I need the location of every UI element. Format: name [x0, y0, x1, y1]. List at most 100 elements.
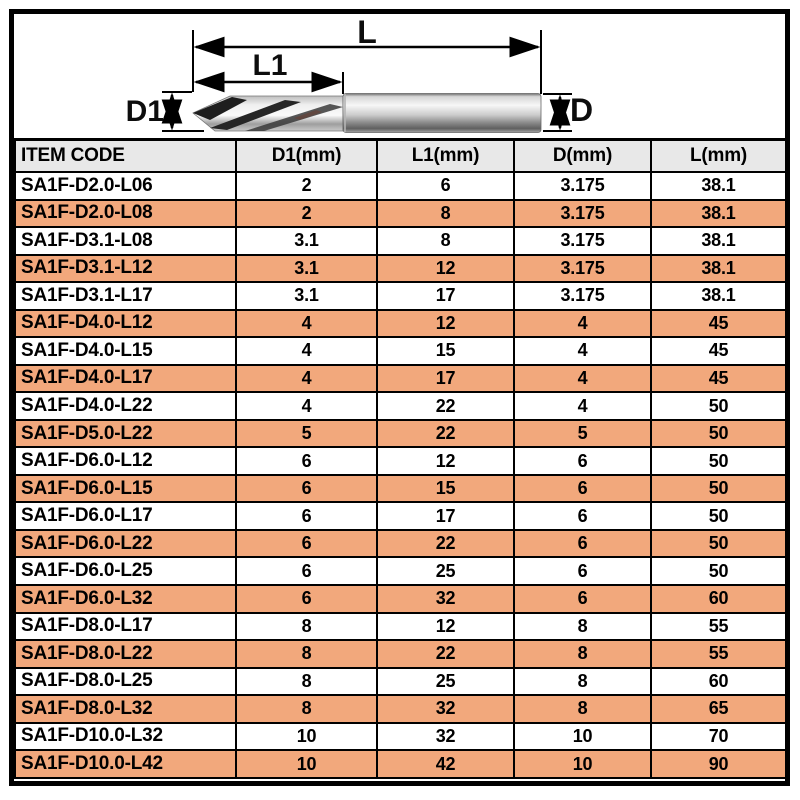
value-cell: 38.1	[650, 198, 787, 229]
table-row: SA1F-D6.0-L32 6 32 6 60	[14, 583, 787, 614]
value-cell: 6	[235, 473, 378, 504]
table-row: SA1F-D8.0-L25 8 25 8 60	[14, 666, 787, 697]
value-cell: 4	[513, 363, 652, 394]
value-cell: 45	[650, 336, 787, 366]
flute-spiral-streak	[245, 104, 343, 131]
item-code-cell: SA1F-D8.0-L17	[14, 611, 237, 642]
value-cell: 10	[235, 721, 378, 752]
value-cell: 50	[650, 501, 787, 531]
tool-body	[192, 93, 542, 133]
item-code-cell: SA1F-D3.1-L08	[14, 226, 237, 256]
value-cell: 8	[513, 611, 652, 642]
value-cell: 3.1	[235, 226, 378, 256]
value-cell: 90	[650, 749, 787, 779]
table-row: SA1F-D10.0-L32 10 32 10 70	[14, 721, 787, 752]
value-cell: 3.175	[513, 171, 652, 201]
value-cell: 12	[376, 253, 515, 284]
item-code-cell: SA1F-D6.0-L15	[14, 473, 237, 504]
table-row: SA1F-D5.0-L22 5 22 5 50	[14, 418, 787, 449]
value-cell: 65	[650, 694, 787, 724]
label-flute-length: L1	[252, 49, 287, 82]
value-cell: 45	[650, 308, 787, 339]
value-cell: 4	[513, 391, 652, 421]
value-cell: 3.1	[235, 281, 378, 311]
value-cell: 17	[376, 501, 515, 531]
value-cell: 8	[376, 226, 515, 256]
tool-dimension-diagram: L L1 D1 D	[14, 14, 785, 141]
value-cell: 55	[650, 639, 787, 669]
label-cutting-diameter: D1	[126, 95, 164, 128]
column-header-d1: D1(mm)	[235, 141, 378, 173]
value-cell: 4	[235, 336, 378, 366]
item-code-cell: SA1F-D5.0-L22	[14, 418, 237, 449]
table-row: SA1F-D6.0-L15 6 15 6 50	[14, 473, 787, 504]
value-cell: 6	[235, 446, 378, 476]
column-header-l1: L1(mm)	[376, 141, 515, 173]
value-cell: 12	[376, 446, 515, 476]
value-cell: 50	[650, 556, 787, 586]
value-cell: 6	[235, 556, 378, 586]
value-cell: 8	[235, 694, 378, 724]
spec-sheet-frame: L L1 D1 D	[9, 9, 790, 786]
value-cell: 6	[513, 446, 652, 476]
value-cell: 15	[376, 336, 515, 366]
flute-spiral-streak	[193, 97, 247, 120]
item-code-cell: SA1F-D6.0-L25	[14, 556, 237, 586]
table-row: SA1F-D8.0-L22 8 22 8 55	[14, 639, 787, 669]
value-cell: 3.1	[235, 253, 378, 284]
value-cell: 3.175	[513, 226, 652, 256]
table-row: SA1F-D3.1-L17 3.1 17 3.175 38.1	[14, 281, 787, 311]
column-header-l: L(mm)	[650, 141, 787, 173]
table-row: SA1F-D8.0-L17 8 12 8 55	[14, 611, 787, 642]
item-code-cell: SA1F-D6.0-L22	[14, 528, 237, 559]
table-row: SA1F-D2.0-L06 2 6 3.175 38.1	[14, 171, 787, 201]
value-cell: 8	[513, 666, 652, 697]
value-cell: 50	[650, 528, 787, 559]
value-cell: 6	[513, 583, 652, 614]
value-cell: 8	[513, 694, 652, 724]
table-row: SA1F-D4.0-L22 4 22 4 50	[14, 391, 787, 421]
value-cell: 10	[235, 749, 378, 779]
table-row: SA1F-D3.1-L12 3.1 12 3.175 38.1	[14, 253, 787, 284]
spec-table-body: SA1F-D2.0-L06 2 6 3.175 38.1 SA1F-D2.0-L08 2 8 3…	[14, 171, 787, 779]
value-cell: 6	[513, 501, 652, 531]
item-code-cell: SA1F-D4.0-L15	[14, 336, 237, 366]
value-cell: 8	[235, 666, 378, 697]
item-code-cell: SA1F-D6.0-L12	[14, 446, 237, 476]
shank-section	[342, 93, 542, 133]
value-cell: 17	[376, 363, 515, 394]
value-cell: 6	[513, 528, 652, 559]
value-cell: 25	[376, 556, 515, 586]
value-cell: 45	[650, 363, 787, 394]
flute-spiral-streak	[210, 100, 301, 130]
value-cell: 4	[513, 308, 652, 339]
value-cell: 55	[650, 611, 787, 642]
value-cell: 42	[376, 749, 515, 779]
value-cell: 8	[513, 639, 652, 669]
spec-table: ITEM CODE D1(mm) L1(mm) D(mm) L(mm) SA1F…	[14, 141, 787, 779]
value-cell: 60	[650, 583, 787, 614]
table-row: SA1F-D6.0-L22 6 22 6 50	[14, 528, 787, 559]
value-cell: 5	[235, 418, 378, 449]
value-cell: 32	[376, 694, 515, 724]
value-cell: 15	[376, 473, 515, 504]
value-cell: 8	[235, 639, 378, 669]
value-cell: 60	[650, 666, 787, 697]
table-row: SA1F-D6.0-L25 6 25 6 50	[14, 556, 787, 586]
value-cell: 8	[376, 198, 515, 229]
item-code-cell: SA1F-D8.0-L22	[14, 639, 237, 669]
value-cell: 70	[650, 721, 787, 752]
value-cell: 4	[235, 308, 378, 339]
value-cell: 32	[376, 721, 515, 752]
dimension-shank-diameter	[543, 93, 572, 132]
table-row: SA1F-D8.0-L32 8 32 8 65	[14, 694, 787, 724]
column-header-item-code: ITEM CODE	[14, 141, 237, 173]
item-code-cell: SA1F-D6.0-L32	[14, 583, 237, 614]
value-cell: 50	[650, 473, 787, 504]
value-cell: 10	[513, 749, 652, 779]
value-cell: 38.1	[650, 253, 787, 284]
value-cell: 22	[376, 528, 515, 559]
value-cell: 22	[376, 391, 515, 421]
end-mill-illustration: L L1 D1 D	[126, 14, 593, 133]
table-row: SA1F-D4.0-L12 4 12 4 45	[14, 308, 787, 339]
